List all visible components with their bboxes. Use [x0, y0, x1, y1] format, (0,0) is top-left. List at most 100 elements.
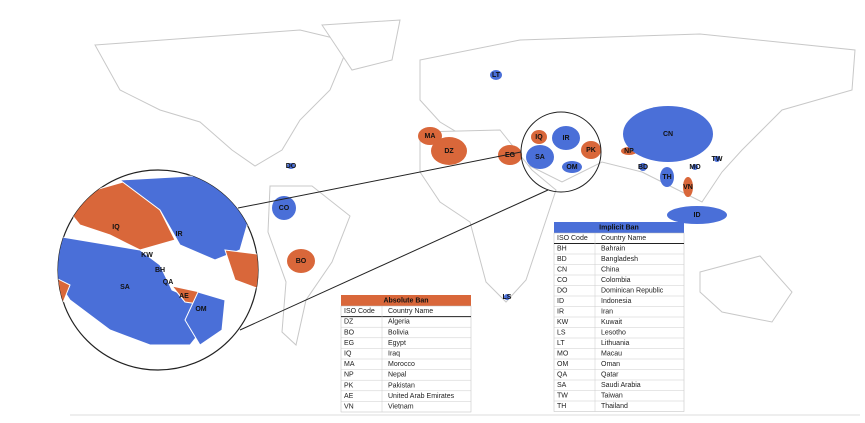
labels: LT MA DZ EG IQ IR SA OM PK NP CN MO TW BD TH VN ID DO CO BO…	[112, 72, 723, 313]
table-cell: Macau	[601, 351, 622, 358]
table-cell: Taiwan	[601, 393, 623, 400]
country-code: LT	[492, 72, 501, 79]
country-shape	[692, 164, 698, 170]
table-cell: BH	[557, 246, 567, 253]
country-shape	[504, 294, 510, 300]
table-cell: Qatar	[601, 372, 619, 379]
country-code: MO	[689, 164, 701, 171]
country-shape	[287, 249, 315, 273]
table-title: Absolute Ban	[383, 297, 428, 304]
table-cell: SA	[557, 382, 567, 389]
inset-code: IQ	[112, 224, 120, 231]
country-code: DO	[286, 163, 297, 170]
table-cell: NP	[344, 372, 354, 379]
table-cell: Lithuania	[601, 340, 630, 347]
zoom-line	[237, 151, 522, 209]
table-cell: LS	[557, 330, 566, 337]
table-cell: Bangladesh	[601, 256, 638, 263]
table-cell: CN	[557, 267, 567, 274]
inset-code: KW	[141, 252, 153, 259]
table-cell: CO	[557, 277, 568, 284]
table-cell: Colombia	[601, 277, 631, 284]
table-cell: Algeria	[388, 319, 410, 326]
country-code: IQ	[535, 134, 543, 141]
country-shape	[490, 70, 502, 80]
table-cell: Kuwait	[601, 319, 622, 326]
country-shape	[660, 167, 674, 187]
country-shape	[562, 161, 582, 173]
country-shape	[431, 137, 467, 165]
table-cell: Iran	[601, 309, 613, 316]
country-code: VN	[683, 184, 693, 191]
table-cell: ID	[557, 298, 564, 305]
table-cell: DO	[557, 288, 568, 295]
table-header: ISO Code	[344, 308, 375, 315]
table-cell: Bolivia	[388, 329, 409, 336]
country-shape	[498, 145, 522, 165]
country-shape	[683, 177, 693, 197]
inset-code: IR	[176, 231, 183, 238]
table-cell: Vietnam	[388, 404, 414, 411]
country-code: TH	[662, 174, 671, 181]
table-cell: BD	[557, 256, 567, 263]
table-cell: Morocco	[388, 361, 415, 368]
table-cell: Thailand	[601, 403, 628, 410]
country-shape	[526, 145, 554, 169]
inset-code: AE	[179, 293, 189, 300]
inset-code: BH	[155, 267, 165, 274]
table-cell: Dominican Republic	[601, 288, 664, 295]
table-cell: Saudi Arabia	[601, 382, 641, 389]
country-code: IR	[563, 135, 570, 142]
country-shape	[552, 126, 580, 150]
table-cell: Oman	[601, 361, 620, 368]
country-code: BD	[638, 164, 648, 171]
table-cell: OM	[557, 361, 568, 368]
table-cell: KW	[557, 319, 569, 326]
table-cell: BO	[344, 329, 355, 336]
table-cell: QA	[557, 372, 567, 379]
table-cell: MO	[557, 351, 569, 358]
country-shape	[714, 156, 720, 162]
country-shape	[581, 141, 601, 159]
table-cell: TW	[557, 393, 568, 400]
table-cell: PK	[344, 382, 354, 389]
table-cell: VN	[344, 404, 354, 411]
country-shape	[623, 106, 713, 162]
country-code: NP	[624, 148, 634, 155]
country-shapes	[272, 70, 727, 300]
country-code: LS	[503, 294, 512, 301]
inset-code: QA	[163, 279, 174, 286]
table-cell: Nepal	[388, 372, 407, 379]
table-title-bg	[341, 295, 471, 306]
table-cell: AE	[344, 393, 354, 400]
table-cell: TH	[557, 403, 566, 410]
country-shape	[287, 163, 295, 169]
table-cell: Pakistan	[388, 382, 415, 389]
table-title-bg	[554, 222, 684, 233]
country-shape	[639, 163, 647, 171]
table-cell: EG	[344, 340, 354, 347]
country-code: CN	[663, 131, 673, 138]
country-code: CO	[279, 205, 290, 212]
zoom-line	[239, 189, 549, 331]
table-cell: Egypt	[388, 340, 406, 347]
country-shape	[531, 130, 547, 144]
country-code: ID	[694, 212, 701, 219]
table-cell: United Arab Emirates	[388, 393, 455, 400]
country-code: MA	[425, 133, 436, 140]
country-shape	[272, 196, 296, 220]
country-code: OM	[566, 164, 577, 171]
table-header: ISO Code	[557, 235, 588, 242]
continents	[70, 19, 860, 416]
country-code: DZ	[444, 148, 454, 155]
table-cell: LT	[557, 340, 565, 347]
table-header: Country Name	[388, 308, 433, 315]
table-cell: China	[601, 267, 619, 274]
table-cell: DZ	[344, 319, 354, 326]
table-body	[553, 232, 685, 412]
tables: Absolute Ban ISO Code Country Name DZ Algeri…	[340, 222, 685, 413]
table-header: Country Name	[601, 235, 646, 242]
table-cell: Lesotho	[601, 330, 626, 337]
table-cell: Indonesia	[601, 298, 631, 305]
